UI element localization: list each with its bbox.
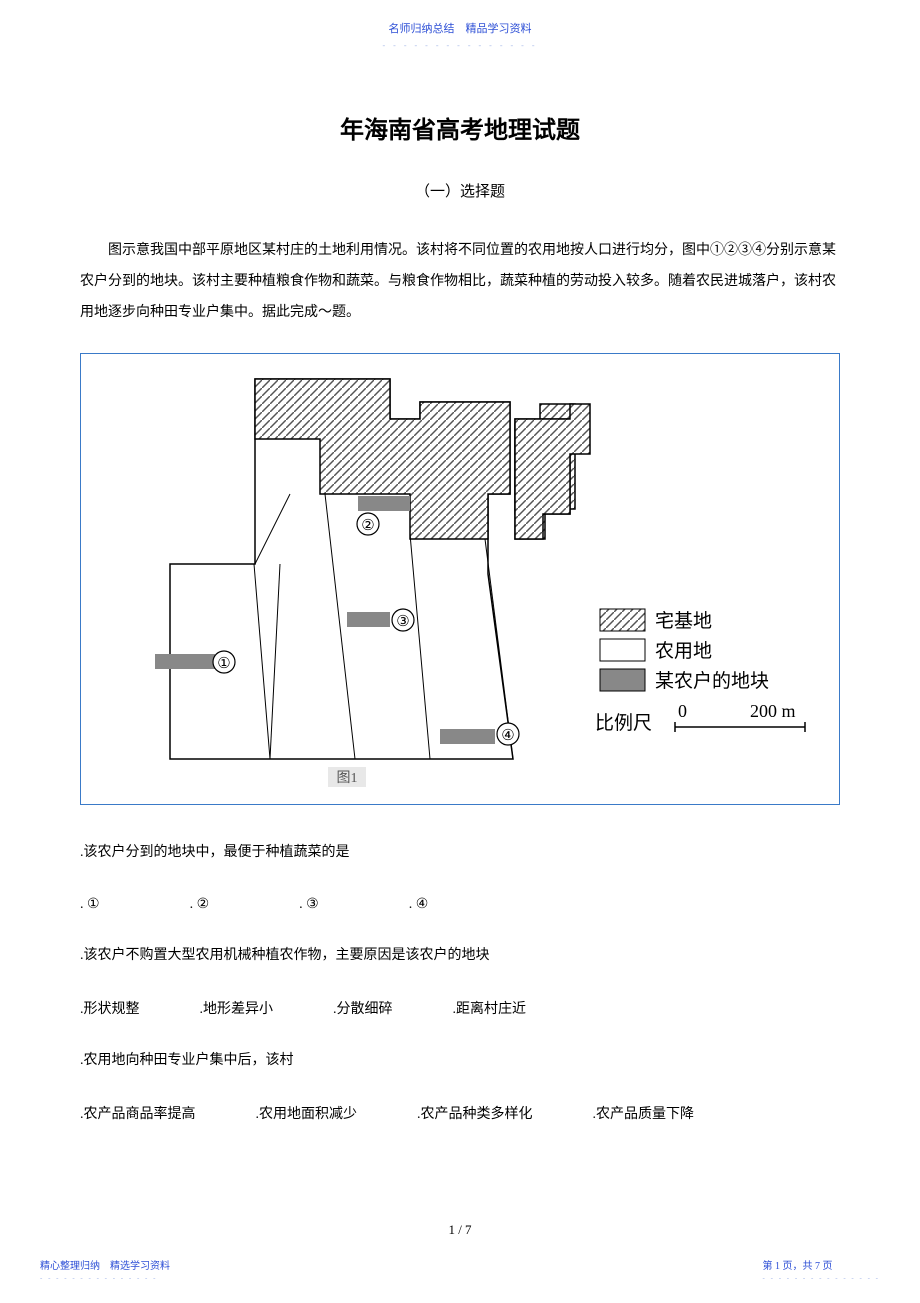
plot-3-block bbox=[347, 612, 390, 627]
scale-label: 比例尺 bbox=[595, 712, 652, 734]
marker-1: ① bbox=[217, 656, 230, 672]
land-use-map: ② ③ ① ④ 宅基地 农用地 某农户的地块 比例尺 0 200 m bbox=[110, 364, 810, 794]
scale-end: 200 m bbox=[750, 701, 796, 721]
q3-option-d: .农产品质量下降 bbox=[593, 1103, 695, 1123]
q2-option-d: .距离村庄近 bbox=[453, 998, 527, 1018]
marker-2: ② bbox=[361, 518, 374, 534]
q1-option-c: . ③ bbox=[299, 896, 319, 913]
q2-option-a: .形状规整 bbox=[80, 998, 140, 1018]
scale-start: 0 bbox=[678, 701, 687, 721]
marker-4: ④ bbox=[501, 728, 514, 744]
subtitle: （一）选择题 bbox=[80, 180, 840, 201]
page-title: 年海南省高考地理试题 bbox=[80, 110, 840, 145]
q1-option-a: . ① bbox=[80, 896, 100, 913]
legend-residential: 宅基地 bbox=[655, 610, 712, 632]
plot-2-block bbox=[358, 496, 410, 511]
header-dots: - - - - - - - - - - - - - - - bbox=[80, 41, 840, 50]
q3-option-b: .农用地面积减少 bbox=[256, 1103, 358, 1123]
question-3: .农用地向种田专业户集中后，该村 bbox=[80, 1048, 840, 1073]
q1-option-d: . ④ bbox=[409, 896, 429, 913]
q1-option-b: . ② bbox=[190, 896, 210, 913]
q3-option-a: .农产品商品率提高 bbox=[80, 1103, 196, 1123]
q3-option-c: .农产品种类多样化 bbox=[417, 1103, 533, 1123]
footer-right: 第 1 页，共 7 页 - - - - - - - - - - - - - - … bbox=[763, 1257, 880, 1283]
header-note: 名师归纳总结 精品学习资料 bbox=[80, 20, 840, 36]
plot-4-block bbox=[440, 729, 495, 744]
plot-1-block bbox=[155, 654, 215, 669]
question-3-options: .农产品商品率提高 .农用地面积减少 .农产品种类多样化 .农产品质量下降 bbox=[80, 1103, 840, 1123]
page-number: 1 / 7 bbox=[448, 1222, 471, 1238]
marker-3: ③ bbox=[396, 614, 409, 630]
q2-option-b: .地形差异小 bbox=[200, 998, 274, 1018]
figure-caption: 图1 bbox=[337, 771, 358, 786]
legend-farmland: 农用地 bbox=[655, 640, 712, 662]
question-2: .该农户不购置大型农用机械种植农作物，主要原因是该农户的地块 bbox=[80, 943, 840, 968]
intro-paragraph: 图示意我国中部平原地区某村庄的土地利用情况。该村将不同位置的农用地按人口进行均分… bbox=[80, 236, 840, 328]
question-2-options: .形状规整 .地形差异小 .分散细碎 .距离村庄近 bbox=[80, 998, 840, 1018]
q2-option-c: .分散细碎 bbox=[333, 998, 393, 1018]
legend-farmer-plot: 某农户的地块 bbox=[655, 670, 769, 692]
question-1-options: . ① . ② . ③ . ④ bbox=[80, 896, 840, 913]
footer-left: 精心整理归纳 精选学习资料 - - - - - - - - - - - - - … bbox=[40, 1257, 170, 1283]
question-1: .该农户分到的地块中，最便于种植蔬菜的是 bbox=[80, 840, 840, 865]
figure-container: ② ③ ① ④ 宅基地 农用地 某农户的地块 比例尺 0 200 m bbox=[80, 353, 840, 805]
